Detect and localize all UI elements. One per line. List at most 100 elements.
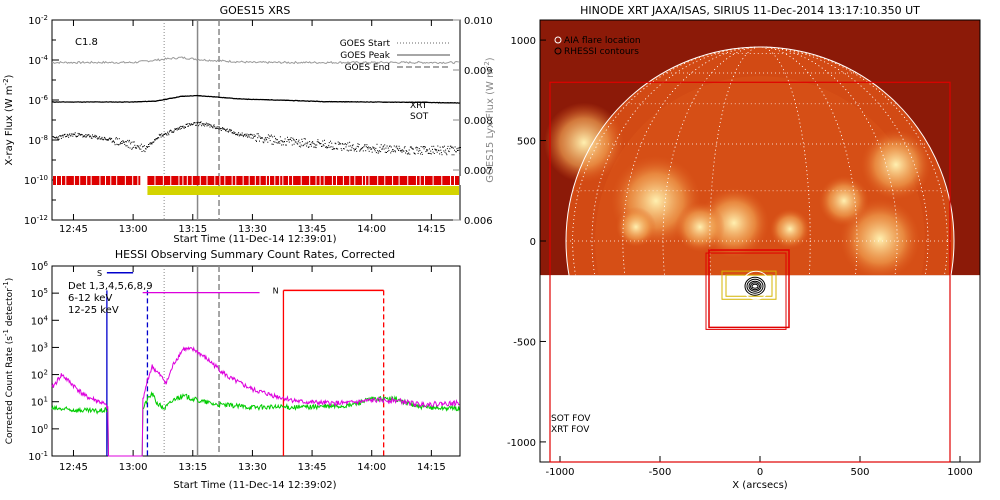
goes-short-channel-point <box>235 133 237 135</box>
goes-short-channel-point <box>131 148 133 150</box>
active-region <box>616 206 656 247</box>
goes-short-channel-point <box>222 127 223 129</box>
goes-short-channel-point <box>279 136 281 138</box>
goes-short-channel-point <box>263 138 265 140</box>
goes-short-channel-point <box>361 147 363 149</box>
goes-short-channel-point <box>349 141 351 143</box>
xrt-x-axis-label: X (arcsecs) <box>732 480 788 491</box>
goes-short-channel-point <box>229 130 231 132</box>
hessi-plot-frame <box>51 265 461 457</box>
goes-short-channel-point <box>303 144 305 146</box>
goes-short-channel-point <box>306 145 308 147</box>
goes-short-channel-point <box>227 131 229 133</box>
goes-short-channel-point <box>365 146 367 148</box>
goes-short-channel-point <box>392 149 393 151</box>
goes-short-channel-point <box>127 146 129 148</box>
goes-short-channel-point <box>458 147 460 149</box>
goes-short-channel-point <box>285 144 287 146</box>
goes-short-channel-point <box>406 151 408 152</box>
goes-short-channel-point <box>115 138 117 140</box>
hessi-x-tick-label: 14:00 <box>357 462 386 473</box>
goes-short-channel-point <box>196 122 198 124</box>
goes-short-channel-point <box>330 140 331 142</box>
goes-short-channel-point <box>96 137 98 139</box>
goes-short-channel-point <box>424 146 426 148</box>
goes-x-tick-label: 13:30 <box>238 224 267 235</box>
goes-short-channel-point <box>175 128 177 130</box>
goes-short-channel-point <box>191 124 193 126</box>
goes-short-channel-point <box>134 146 136 148</box>
goes-short-channel-point <box>201 123 203 125</box>
goes-short-channel-point <box>334 148 336 150</box>
goes-short-channel-point <box>435 150 437 152</box>
goes-short-channel-point <box>262 141 264 143</box>
goes-short-channel-point <box>402 150 404 152</box>
goes-short-channel-point <box>120 142 121 144</box>
goes-short-channel-point <box>451 147 453 149</box>
goes-short-channel-point <box>331 142 333 144</box>
goes-short-channel-point <box>148 144 149 145</box>
goes-short-channel-point <box>196 122 198 124</box>
goes-short-channel-point <box>300 144 302 146</box>
hessi-legend-label: 12-25 keV <box>68 305 119 316</box>
goes-short-channel-point <box>360 148 362 150</box>
goes-short-channel-point <box>395 151 396 153</box>
goes-short-channel-point <box>363 146 365 148</box>
xrt-x-tick-label: -1000 <box>545 467 574 478</box>
goes-short-channel-point <box>448 151 450 153</box>
goes-short-channel-point <box>313 143 315 145</box>
goes-short-channel-point <box>223 127 225 129</box>
goes-short-channel-point <box>141 151 143 152</box>
goes-short-channel-point <box>218 128 220 130</box>
goes-short-channel-point <box>136 147 138 149</box>
goes-short-channel-point <box>170 130 172 132</box>
goes-short-channel-point <box>100 138 102 140</box>
goes-short-channel-point <box>145 148 147 150</box>
goes-short-channel-point <box>142 146 144 148</box>
goes-short-channel-point <box>153 141 155 143</box>
goes-short-channel-point <box>293 143 295 145</box>
goes-short-channel-point <box>344 143 346 145</box>
goes-short-channel-point <box>340 143 342 145</box>
goes-short-channel-point <box>191 123 192 125</box>
xrt-coverage-gap <box>361 176 363 185</box>
xrt-coverage-gap <box>154 176 156 185</box>
goes-short-channel-point <box>411 147 413 149</box>
goes-short-channel-point <box>170 129 172 131</box>
goes-short-channel-point <box>179 126 181 128</box>
goes-short-channel-point <box>426 149 427 151</box>
goes-short-channel-point <box>155 138 157 139</box>
goes-short-channel-point <box>371 151 373 153</box>
goes-short-channel-point <box>109 139 111 141</box>
hessi-y-tick-label: 104 <box>31 314 49 327</box>
goes-short-channel-point <box>283 141 285 143</box>
goes-short-channel-point <box>442 146 444 148</box>
goes-short-channel-point <box>289 138 291 140</box>
goes-short-channel-point <box>326 147 328 149</box>
goes-short-channel-point <box>217 126 219 128</box>
goes-short-channel-point <box>75 135 77 137</box>
goes-short-channel-point <box>372 147 374 149</box>
goes-short-channel-point <box>418 150 420 152</box>
goes-short-channel-point <box>125 145 127 147</box>
goes-short-channel-point <box>122 140 124 142</box>
goes-short-channel-dots <box>52 121 461 156</box>
xrt-coverage-gap <box>349 176 351 185</box>
goes-short-channel-point <box>216 127 217 129</box>
hessi-x-tick-label: 13:45 <box>298 462 327 473</box>
goes-short-channel-point <box>76 136 78 137</box>
goes-short-channel-point <box>412 148 414 150</box>
xrt-coverage-gap <box>407 176 409 185</box>
goes-short-channel-point <box>102 138 104 140</box>
xrt-coverage-gap <box>186 176 188 185</box>
goes-short-channel-point <box>220 130 222 131</box>
rhessi-contour <box>748 280 762 292</box>
goes-short-channel-point <box>312 142 314 144</box>
goes-short-channel-point <box>396 145 398 147</box>
goes-short-channel-point <box>436 149 438 151</box>
goes-short-channel-point <box>352 144 354 146</box>
goes-short-channel-point <box>99 136 101 138</box>
goes-short-channel-point <box>370 148 372 150</box>
xrt-coverage-gap <box>191 176 193 185</box>
goes-short-channel-point <box>130 143 132 145</box>
